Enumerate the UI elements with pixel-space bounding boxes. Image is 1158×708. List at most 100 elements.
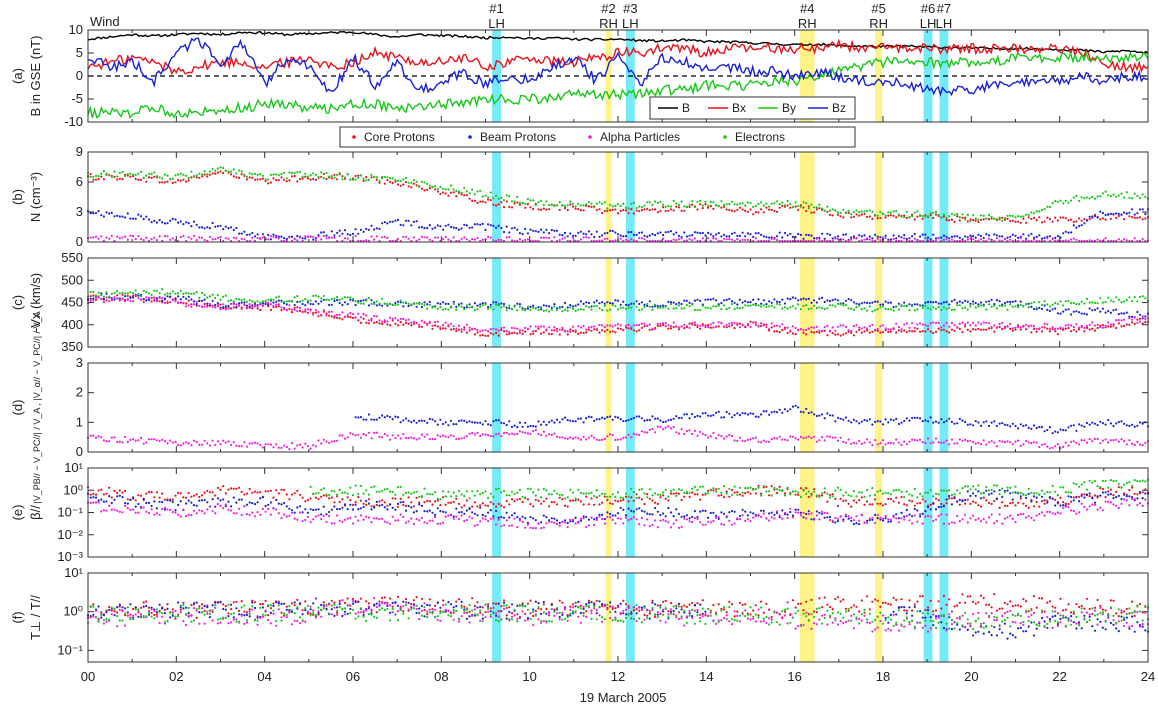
data-point [730, 434, 734, 438]
data-point [357, 301, 360, 304]
data-point [89, 295, 92, 298]
data-point [574, 304, 577, 307]
data-point [187, 492, 190, 495]
data-point [733, 322, 736, 325]
data-point [333, 316, 336, 319]
data-point [108, 237, 111, 240]
data-point [1131, 442, 1134, 445]
data-point [463, 419, 466, 422]
data-point [195, 304, 198, 307]
data-point [609, 302, 612, 305]
data-point [972, 500, 975, 503]
data-point [216, 171, 219, 174]
data-point [987, 327, 991, 330]
data-point [285, 180, 288, 183]
data-point [235, 226, 238, 230]
data-point [956, 500, 959, 503]
data-point [561, 328, 564, 331]
data-point [916, 439, 919, 442]
data-point [956, 301, 959, 304]
data-point [479, 330, 482, 333]
data-point [807, 297, 810, 300]
data-point [717, 517, 720, 521]
data-point [577, 437, 580, 440]
y-tick-label-2-1: 3 [76, 204, 83, 219]
data-point [733, 327, 736, 330]
data-point [434, 185, 437, 188]
data-point [367, 304, 370, 307]
data-point [510, 308, 514, 311]
data-point [232, 303, 235, 306]
data-point [945, 235, 948, 238]
data-point [662, 304, 665, 307]
data-point [338, 507, 341, 511]
data-point [958, 438, 961, 441]
data-point [174, 494, 177, 497]
data-point [537, 208, 540, 211]
data-point [293, 296, 296, 299]
data-point [746, 304, 750, 307]
data-point [921, 233, 924, 236]
data-point [590, 434, 593, 437]
data-point [603, 232, 606, 235]
data-point [768, 208, 771, 211]
data-point [926, 328, 930, 331]
data-point [192, 504, 196, 507]
data-point [836, 520, 840, 523]
data-point [699, 203, 702, 206]
data-point [275, 489, 278, 492]
data-point [1019, 237, 1022, 240]
data-point [261, 174, 264, 177]
data-point [746, 201, 750, 204]
data-point [426, 421, 429, 424]
data-point [359, 321, 362, 324]
data-point [206, 305, 209, 308]
data-point [664, 497, 667, 500]
data-point [958, 322, 961, 325]
data-point [656, 211, 659, 214]
data-point [609, 229, 612, 232]
data-point [1048, 309, 1051, 312]
data-point [1051, 326, 1054, 329]
data-point [786, 326, 789, 329]
data-point [757, 484, 760, 487]
y-tick-label-4-0: 0 [76, 444, 83, 459]
data-point [1011, 329, 1014, 332]
data-point [868, 215, 871, 218]
data-point [1043, 304, 1046, 307]
data-point [926, 300, 930, 304]
data-point [775, 210, 779, 213]
data-point [632, 329, 636, 332]
data-point [298, 306, 302, 310]
data-point [1133, 296, 1136, 299]
data-point [306, 299, 309, 302]
data-point [722, 299, 726, 302]
data-point [190, 303, 193, 306]
data-point [842, 216, 845, 219]
data-point [1032, 212, 1036, 215]
data-point [375, 300, 378, 303]
data-point [139, 298, 143, 301]
data-point [444, 511, 447, 514]
data-point [810, 307, 813, 310]
data-point [314, 294, 317, 297]
data-point [1067, 323, 1070, 326]
data-point [874, 420, 877, 424]
data-point [889, 301, 893, 304]
data-point [1075, 220, 1078, 223]
data-point [746, 514, 750, 517]
data-point [383, 221, 386, 224]
data-point [1001, 501, 1004, 504]
data-point [471, 305, 474, 308]
data-point [298, 443, 302, 446]
data-point [163, 173, 166, 176]
data-point [147, 438, 151, 441]
data-point [844, 211, 848, 214]
data-point [309, 302, 312, 306]
data-point [447, 424, 450, 427]
data-point [993, 441, 996, 444]
data-point [192, 303, 196, 306]
data-point [1112, 325, 1115, 328]
data-point [632, 510, 636, 513]
data-point [1022, 325, 1025, 328]
